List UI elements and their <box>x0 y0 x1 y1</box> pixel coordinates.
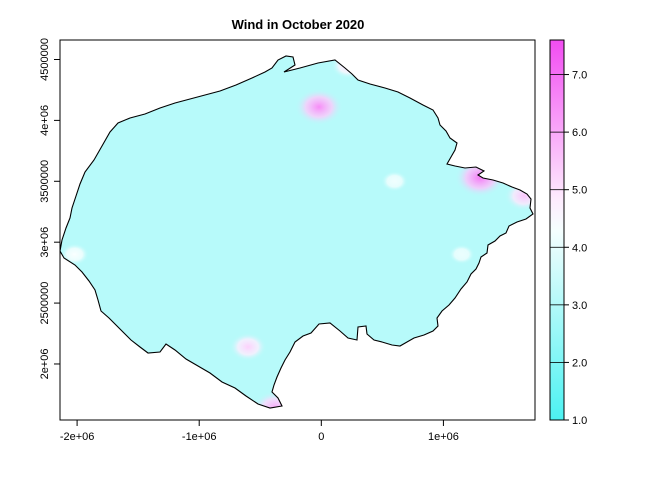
wind-hotspot <box>60 243 90 266</box>
wind-hotspot <box>330 56 366 79</box>
colorbar-tick-label: 1.0 <box>572 415 587 427</box>
colorbar-tick-label: 2.0 <box>572 357 587 369</box>
wind-hotspot <box>454 158 506 198</box>
colorbar-tick-label: 4.0 <box>572 242 587 254</box>
y-tick-label: 3e+06 <box>39 227 51 258</box>
colorbar-tick-label: 5.0 <box>572 185 587 197</box>
y-tick-label: 4e+06 <box>39 105 51 136</box>
x-tick-label: -2e+06 <box>60 431 95 443</box>
y-tick-label: 2e+06 <box>39 349 51 380</box>
region-fill <box>60 56 533 408</box>
wind-hotspot <box>504 180 533 211</box>
y-axis: 2e+06 2500000 3e+06 3500000 4e+06 4500000 <box>39 38 60 379</box>
x-tick-label: 0 <box>318 431 324 443</box>
colorbar-gradient <box>549 39 565 421</box>
y-tick-label: 4500000 <box>39 38 51 81</box>
chart-title: Wind in October 2020 <box>232 17 365 32</box>
colorbar: 1.0 2.0 3.0 4.0 5.0 6.0 7.0 <box>549 39 587 427</box>
x-axis: -2e+06 -1e+06 0 1e+06 <box>60 420 459 443</box>
colorbar-tick-label: 3.0 <box>572 300 587 312</box>
wind-hotspot <box>448 244 475 265</box>
colorbar-tick-label: 7.0 <box>572 70 587 82</box>
wind-hotspot <box>380 170 409 192</box>
wind-hotspot <box>229 332 267 362</box>
region-outline <box>59 55 534 409</box>
plot-frame <box>59 39 536 421</box>
y-tick-label: 3500000 <box>39 160 51 203</box>
y-tick-label: 2500000 <box>39 282 51 325</box>
map-region <box>59 55 534 409</box>
colorbar-tick-label: 6.0 <box>572 127 587 139</box>
x-tick-label: 1e+06 <box>428 431 459 443</box>
x-tick-label: -1e+06 <box>182 431 217 443</box>
wind-hotspot <box>294 88 343 126</box>
